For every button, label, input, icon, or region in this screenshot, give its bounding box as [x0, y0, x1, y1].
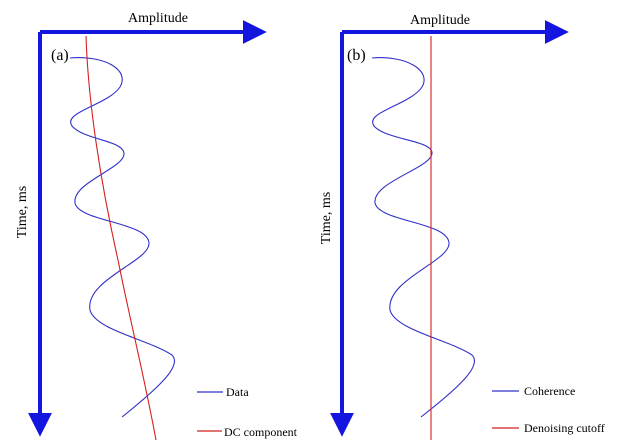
panel-a-data-curve [69, 57, 176, 418]
panel-b-y-axis-label: Time, ms [319, 192, 334, 244]
panel-a-x-axis-label: Amplitude [128, 11, 188, 26]
panel-a-y-axis-label: Time, ms [15, 186, 30, 238]
panel-b: Amplitude Time, ms (b) Coherence Denoisi… [319, 13, 605, 440]
panel-b-x-axis-label: Amplitude [410, 13, 470, 28]
panel-b-legend-cutoff-label: Denoising cutoff [524, 421, 605, 435]
panel-a: Amplitude Time, ms (a) Data DC component [15, 11, 298, 441]
panel-a-legend-dc-label: DC component [224, 425, 298, 439]
panel-b-legend: Coherence Denoising cutoff [492, 384, 605, 435]
panel-b-coherence-curve [371, 57, 476, 418]
panel-b-legend-coherence-label: Coherence [524, 384, 575, 398]
panel-a-label: (a) [51, 47, 69, 64]
panel-a-legend-data-label: Data [226, 385, 249, 399]
panel-a-legend: Data DC component [197, 385, 298, 439]
panel-b-label: (b) [347, 47, 366, 64]
panel-a-dc-component-line [85, 35, 157, 441]
